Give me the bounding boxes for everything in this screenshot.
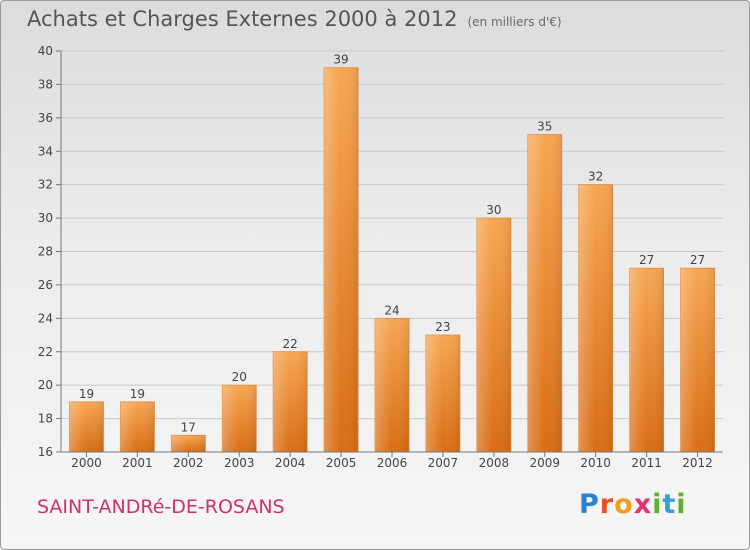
bar-value-label: 32	[588, 170, 603, 184]
y-tick-label: 18	[38, 412, 53, 426]
logo-letter: t	[662, 489, 677, 520]
chart-title: Achats et Charges Externes 2000 à 2012 (e…	[27, 7, 562, 31]
bar-highlight	[171, 435, 206, 452]
x-tick-label: 2008	[479, 456, 510, 470]
logo-letter: o	[614, 489, 634, 520]
bars: 19 19 17 20 22 39 24 23 30 35 32 27 27	[69, 53, 715, 453]
x-tick-label: 2011	[631, 456, 662, 470]
x-tick-label: 2009	[529, 456, 560, 470]
logo-letter: x	[633, 489, 653, 520]
bar-highlight	[476, 218, 511, 452]
bar-highlight	[324, 67, 359, 452]
bar-highlight	[578, 184, 613, 452]
x-tick-label: 2003	[224, 456, 255, 470]
chart-subtitle: (en milliers d'€)	[467, 15, 562, 29]
bar-value-label: 24	[384, 303, 399, 317]
y-tick-label: 22	[38, 345, 53, 359]
bar-highlight	[120, 401, 155, 452]
bar-value-label: 35	[537, 120, 552, 134]
x-tick-label: 2006	[377, 456, 408, 470]
logo-letter: i	[652, 489, 663, 520]
y-tick-label: 28	[38, 245, 53, 259]
bar-value-label: 20	[232, 370, 247, 384]
x-tick-label: 2000	[71, 456, 102, 470]
y-tick-label: 16	[38, 445, 53, 459]
x-tick-label: 2005	[326, 456, 357, 470]
bar-value-label: 22	[283, 337, 298, 351]
y-tick-label: 34	[38, 144, 53, 158]
bar-value-label: 30	[486, 203, 501, 217]
x-tick-label: 2001	[122, 456, 153, 470]
axes: 16 18 20 22 24 26 28 30 32 34 36 38 40 2000 2001 2002 20…	[38, 44, 723, 470]
y-tick-label: 24	[38, 311, 53, 325]
x-tick-label: 2007	[428, 456, 459, 470]
proxiti-logo: Proxiti	[579, 489, 687, 520]
y-tick-label: 20	[38, 378, 53, 392]
bar-highlight	[629, 268, 664, 452]
y-tick-label: 38	[38, 77, 53, 91]
bar-highlight	[425, 335, 460, 452]
y-tick-label: 36	[38, 111, 53, 125]
bar-value-label: 17	[181, 420, 196, 434]
bar-value-label: 19	[79, 387, 94, 401]
bar-value-label: 27	[639, 253, 654, 267]
y-tick-label: 40	[38, 44, 53, 58]
logo-letter: r	[599, 489, 615, 520]
bar-highlight	[375, 318, 409, 452]
y-tick-label: 26	[38, 278, 53, 292]
bar-highlight	[273, 351, 308, 452]
x-tick-label: 2004	[275, 456, 306, 470]
bar-highlight	[69, 401, 104, 452]
commune-name: SAINT-ANDRé-DE-ROSANS	[37, 496, 285, 518]
y-tick-label: 32	[38, 178, 53, 192]
logo-letter: i	[676, 489, 687, 520]
bar-value-label: 39	[333, 53, 348, 67]
bar-value-label: 19	[130, 387, 145, 401]
bar-highlight	[527, 134, 562, 452]
bar-value-label: 27	[690, 253, 705, 267]
y-tick-label: 30	[38, 211, 53, 225]
bar-highlight	[222, 385, 257, 452]
bar-value-label: 23	[435, 320, 450, 334]
logo-letter: P	[579, 489, 600, 520]
x-tick-label: 2010	[580, 456, 611, 470]
chart-title-text: Achats et Charges Externes 2000 à 2012	[27, 7, 458, 31]
x-tick-label: 2012	[682, 456, 713, 470]
bar-highlight	[680, 268, 715, 452]
x-tick-label: 2002	[173, 456, 204, 470]
